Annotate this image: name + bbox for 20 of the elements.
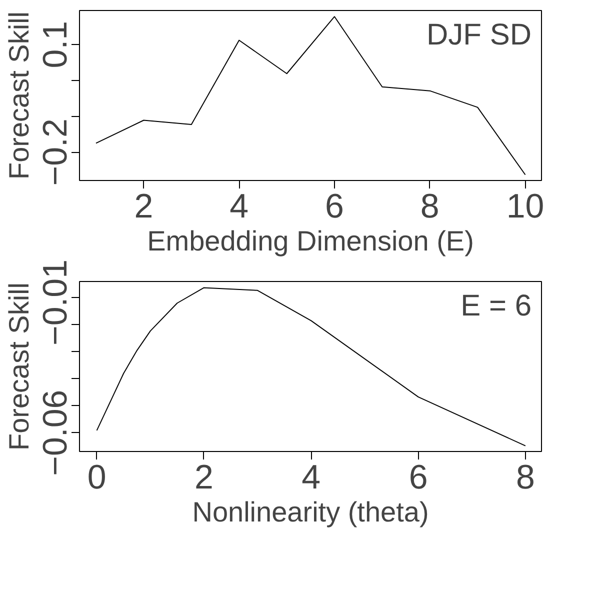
x-tick-label: 2 xyxy=(134,188,154,226)
x-tick-label: 0 xyxy=(87,458,106,496)
y-tick-label: −0.2 xyxy=(36,118,74,186)
x-tick-label: 4 xyxy=(302,458,321,496)
x-tick-label: 8 xyxy=(516,458,535,496)
x-tick-label: 6 xyxy=(408,458,428,496)
annotation: E = 6 xyxy=(460,290,532,322)
x-axis-title: Embedding Dimension (E) xyxy=(147,226,474,256)
annotation: DJF SD xyxy=(426,18,532,52)
x-tick-label: 2 xyxy=(194,458,214,496)
x-tick-label: 10 xyxy=(506,188,544,226)
x-tick-label: 6 xyxy=(325,188,344,226)
x-axis-title: Nonlinearity (theta) xyxy=(192,496,429,528)
x-tick-label: 4 xyxy=(230,188,249,226)
y-tick-label: −0.06 xyxy=(36,390,74,476)
x-tick-label: 8 xyxy=(420,188,440,226)
y-tick-label: −0.01 xyxy=(36,260,74,346)
y-axis-title: Forecast Skill xyxy=(4,282,34,451)
y-tick-label: 0.1 xyxy=(36,20,74,68)
y-axis-title: Forecast Skill xyxy=(4,11,34,180)
